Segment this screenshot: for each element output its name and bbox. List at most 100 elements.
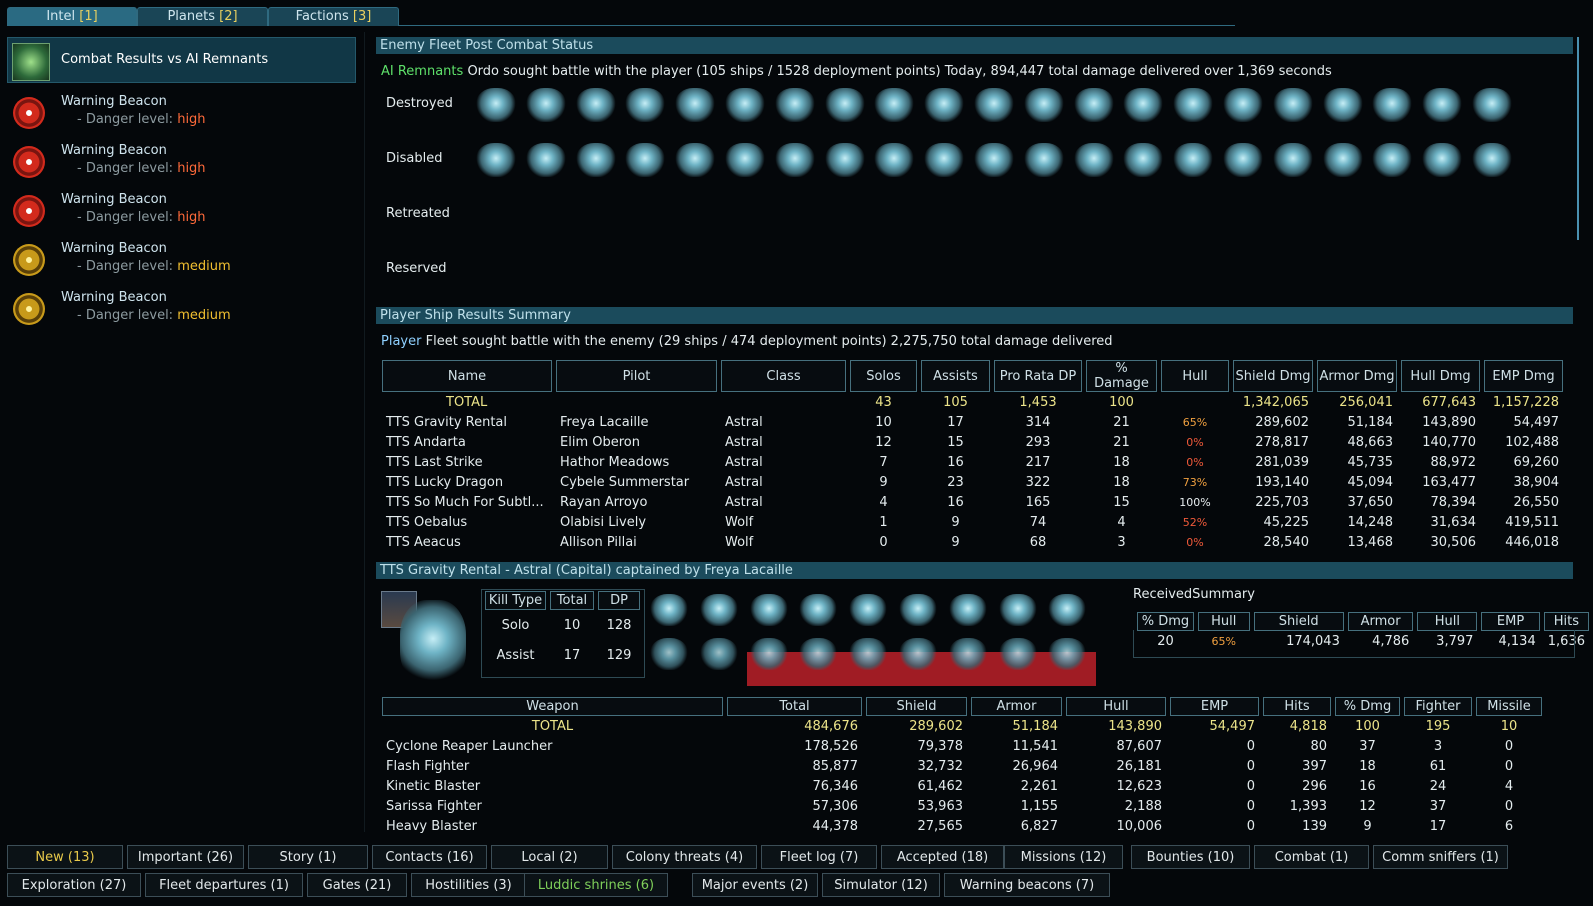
filter-button[interactable]: Major events (2) — [692, 873, 818, 897]
cell — [1161, 392, 1229, 412]
cell: 0 — [879, 534, 888, 550]
filter-button[interactable]: Story (1) — [248, 845, 368, 869]
cell: TTS So Much For Subtl... — [386, 494, 544, 510]
received-table: % Dmg Hull Shield Armor Hull EMP Hits 20 65% 174,… — [1133, 612, 1593, 651]
ship-image — [400, 600, 466, 686]
cell: 143,890 — [1422, 414, 1476, 430]
filter-button[interactable]: Comm sniffers (1) — [1373, 845, 1508, 869]
filter-button[interactable]: Bounties (10) — [1131, 845, 1250, 869]
cell: 16 — [947, 454, 964, 470]
filter-button[interactable]: Contacts (16) — [372, 845, 487, 869]
filter-button[interactable]: Colony threats (4) — [612, 845, 757, 869]
ship-row[interactable]: TTS Andarta Elim Oberon Astral 12 15 293 21 0% 2… — [382, 432, 1563, 452]
faction-name: AI Remnants — [381, 64, 464, 79]
cell: Elim Oberon — [560, 434, 640, 450]
tab[interactable]: Factions [3] — [268, 7, 399, 26]
ship-icon — [1173, 88, 1214, 122]
cell: 16 — [1359, 778, 1376, 794]
ship-icon — [525, 143, 566, 177]
column-header: Hull — [1066, 697, 1166, 716]
column-header: Hull — [1417, 612, 1478, 631]
ship-icon — [824, 143, 865, 177]
tab-count: [3] — [352, 9, 372, 24]
ship-icon — [1123, 143, 1164, 177]
cell: TOTAL — [446, 394, 488, 410]
ship-icon — [1073, 88, 1114, 122]
header-row: Name Pilot Class Solos Assists Pro Rata DP% D… — [382, 360, 1563, 392]
ship-icon — [725, 88, 765, 122]
filter-button[interactable]: Hostilities (3) — [411, 873, 526, 897]
ship-icon — [1223, 88, 1263, 122]
filter-button[interactable]: Combat (1) — [1254, 845, 1369, 869]
tab[interactable]: Planets [2] — [137, 7, 268, 26]
filter-button[interactable]: Missions (12) — [1004, 845, 1123, 869]
status-label: Disabled — [386, 151, 443, 166]
cell: Astral — [725, 474, 763, 490]
header-row: % Dmg Hull Shield Armor Hull EMP Hits — [1137, 612, 1589, 631]
ship-row[interactable]: TTS Lucky Dragon Cybele Summerstar Astral 9… — [382, 472, 1563, 492]
ship-row[interactable]: TTS Oebalus Olabisi Lively Wolf 1 9 74 4 52% 45,… — [382, 512, 1563, 532]
cell — [556, 392, 717, 412]
column-header: Armor Dmg — [1317, 360, 1397, 392]
cell: 6 — [1504, 818, 1514, 834]
cell: TTS Andarta — [386, 434, 466, 450]
sidebar-item[interactable]: Warning Beacon - Danger level: medium — [7, 238, 356, 284]
filter-button[interactable]: Accepted (18) — [881, 845, 1004, 869]
ship-icon — [1472, 143, 1512, 177]
cell: 53,963 — [917, 798, 964, 814]
column-header: Class — [721, 360, 846, 392]
cell: 139 — [1302, 818, 1327, 834]
sidebar-selected[interactable]: Combat Results vs AI Remnants — [7, 37, 356, 83]
filter-button[interactable]: Fleet log (7) — [761, 845, 877, 869]
filter-button[interactable]: Exploration (27) — [7, 873, 141, 897]
danger-level: high — [177, 210, 206, 225]
filter-button[interactable]: Gates (21) — [307, 873, 407, 897]
cell: Astral — [725, 414, 763, 430]
cell: 10 — [875, 414, 892, 430]
ship-icon — [1023, 143, 1064, 177]
ship-icon — [1272, 88, 1313, 122]
ship-icon — [476, 143, 516, 177]
cell: 6,827 — [1020, 818, 1058, 834]
kill-row: Solo 10 128 — [485, 610, 640, 640]
ship-row[interactable]: TTS Aeacus Allison Pillai Wolf 0 9 68 3 0% 28,54… — [382, 532, 1563, 552]
cell: 1,453 — [1019, 394, 1057, 410]
filter-button[interactable]: New (13) — [7, 845, 123, 869]
cell: 100% — [1179, 495, 1211, 509]
kill-frame — [481, 589, 645, 678]
cell: 85,877 — [812, 758, 859, 774]
cell: 193,140 — [1255, 474, 1309, 490]
column-header: DP — [598, 591, 640, 610]
filter-button[interactable]: Important (26) — [127, 845, 244, 869]
kill-icon — [948, 638, 987, 670]
sidebar-item[interactable]: Warning Beacon - Danger level: medium — [7, 287, 356, 333]
sidebar-item[interactable]: Warning Beacon - Danger level: high — [7, 140, 356, 186]
ship-row[interactable]: TTS So Much For Subtl... Rayan Arroyo Astr… — [382, 492, 1563, 512]
received-frame — [1133, 630, 1575, 658]
filter-button[interactable]: Warning beacons (7) — [944, 873, 1110, 897]
cell: 128 — [606, 617, 632, 633]
ship-icon — [1272, 143, 1313, 177]
cell: 76,346 — [812, 778, 859, 794]
cell: 74 — [1029, 514, 1047, 530]
filter-button[interactable]: Fleet departures (1) — [145, 873, 303, 897]
cell: Heavy Blaster — [386, 818, 477, 834]
tab-label: Factions — [295, 9, 349, 24]
sidebar-item[interactable]: Warning Beacon - Danger level: high — [7, 91, 356, 137]
ship-icon — [625, 143, 666, 177]
ship-icon — [774, 143, 815, 177]
ship-icon — [1422, 143, 1463, 177]
ship-row[interactable]: TTS Gravity Rental Freya Lacaille Astral 10… — [382, 412, 1563, 432]
sidebar-item[interactable]: Warning Beacon - Danger level: high — [7, 189, 356, 235]
cell: TOTAL — [531, 718, 574, 734]
cell: 10 — [563, 617, 581, 633]
filter-button[interactable]: Luddic shrines (6) — [524, 873, 668, 897]
cell: Kinetic Blaster — [386, 778, 481, 794]
tab[interactable]: Intel [1] — [7, 7, 137, 26]
filter-button[interactable]: Local (2) — [491, 845, 608, 869]
filter-button[interactable]: Simulator (12) — [822, 873, 940, 897]
cell: 0 — [1504, 738, 1514, 754]
section-header: Player Ship Results Summary — [376, 307, 1573, 324]
ship-row[interactable]: TTS Last Strike Hathor Meadows Astral 7 16 21… — [382, 452, 1563, 472]
cell: 9 — [879, 474, 888, 490]
